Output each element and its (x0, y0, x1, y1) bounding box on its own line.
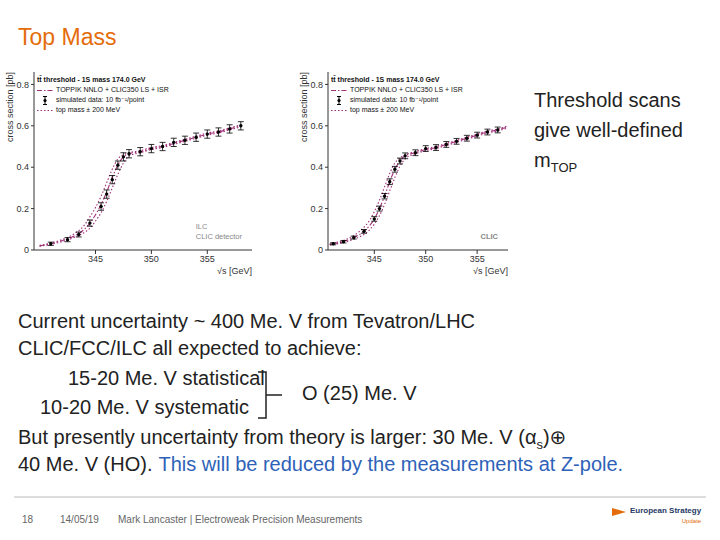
html-text:Mark Lancaster | Electroweak P: Mark Lancaster | Electroweak Precision M… (118, 514, 363, 525)
html-text:CLIC detector: CLIC detector (195, 232, 242, 241)
html-text:14/05/19: 14/05/19 (60, 514, 99, 525)
html-text:Top Mass: Top Mass (18, 24, 117, 50)
svg-text:0.4: 0.4 (16, 162, 29, 172)
html-text:simulated data: 10 fb⁻¹/point: simulated data: 10 fb⁻¹/point (350, 96, 439, 103)
svg-text:0.2: 0.2 (16, 204, 29, 214)
svg-text:0.8: 0.8 (310, 80, 323, 90)
html-text:40 Me. V (HO). This will be re: 40 Me. V (HO). This will be reduced by t… (18, 453, 624, 475)
html-text:give well-defined: give well-defined (534, 119, 683, 141)
svg-text:345: 345 (367, 254, 382, 264)
html-text:18: 18 (22, 514, 34, 525)
html-text:ILC: ILC (195, 222, 208, 231)
svg-text:355: 355 (200, 254, 215, 264)
html-text:Update: Update (681, 518, 702, 524)
html-text:mTOP: mTOP (534, 149, 578, 175)
html-text:simulated data: 10 fb⁻¹/point: simulated data: 10 fb⁻¹/point (56, 96, 145, 103)
svg-text:0.8: 0.8 (16, 80, 29, 90)
svg-text:0.4: 0.4 (310, 162, 323, 172)
svg-text:345: 345 (88, 254, 103, 264)
svg-text:0: 0 (24, 245, 29, 255)
html-text:tt̄ threshold - 1S mass 174.0: tt̄ threshold - 1S mass 174.0 GeV (37, 76, 146, 83)
svg-text:350: 350 (144, 254, 159, 264)
html-text:European Strategy: European Strategy (630, 506, 702, 515)
svg-text:cross section [pb]: cross section [pb] (299, 72, 309, 142)
html-text:10-20 Me. V systematic: 10-20 Me. V systematic (40, 396, 249, 418)
html-text:top mass ± 200 MeV: top mass ± 200 MeV (56, 106, 121, 113)
html-text:CLIC/FCC/ILC all expected to a: CLIC/FCC/ILC all expected to achieve: (18, 337, 362, 359)
html-text:√s [GeV]: √s [GeV] (473, 266, 508, 276)
svg-text:0.6: 0.6 (310, 121, 323, 131)
html-text:15-20 Me. V statistical: 15-20 Me. V statistical (68, 367, 265, 389)
html-text:tt̄ threshold - 1S mass 174.0: tt̄ threshold - 1S mass 174.0 GeV (331, 76, 440, 83)
svg-text:0.6: 0.6 (16, 121, 29, 131)
html-text:Current uncertainty ~ 400 Me.: Current uncertainty ~ 400 Me. V from Tev… (18, 310, 476, 332)
html-text:Threshold scans: Threshold scans (534, 89, 681, 111)
html-text:CLIC: CLIC (480, 232, 498, 241)
html-text:O (25) Me. V: O (25) Me. V (302, 382, 417, 404)
svg-text:cross section [pb]: cross section [pb] (8, 72, 15, 142)
html-text:But presently uncertainty from: But presently uncertainty from theory is… (18, 426, 567, 452)
svg-text:355: 355 (470, 254, 485, 264)
svg-text:0.2: 0.2 (310, 204, 323, 214)
html-text:top mass ± 200 MeV: top mass ± 200 MeV (350, 106, 415, 113)
html-text:TOPPIK NNLO + CLIC350 LS + ISR: TOPPIK NNLO + CLIC350 LS + ISR (56, 86, 169, 93)
html-text:TOPPIK NNLO + CLIC350 LS + ISR: TOPPIK NNLO + CLIC350 LS + ISR (350, 86, 463, 93)
svg-text:350: 350 (418, 254, 433, 264)
html-text:√s [GeV]: √s [GeV] (217, 266, 252, 276)
svg-text:0: 0 (318, 245, 323, 255)
